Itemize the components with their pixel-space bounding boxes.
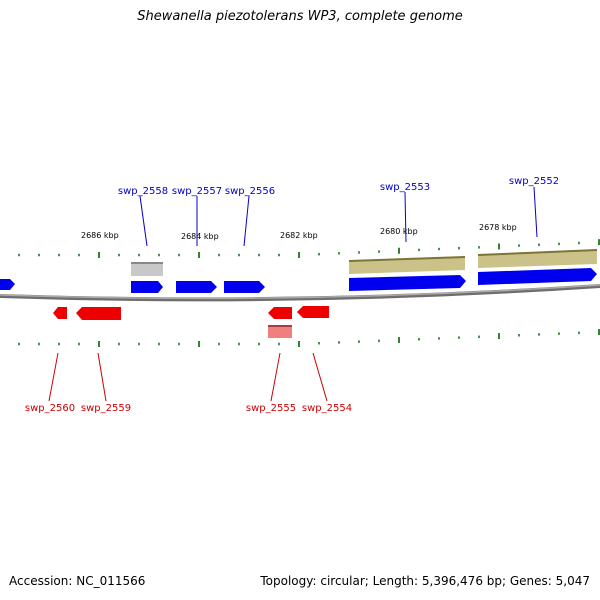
feature-pink[interactable] xyxy=(268,325,292,338)
gene-label-swp_2554[interactable]: swp_2554 xyxy=(302,403,352,414)
scale-label-2682: 2682 kbp xyxy=(280,231,318,240)
gene-arrow-swp_2552[interactable] xyxy=(478,268,597,285)
gene-label-swp_2553[interactable]: swp_2553 xyxy=(380,182,430,193)
gene-arrow-swp_2554[interactable] xyxy=(297,306,329,318)
gene-arrow-swp_2553[interactable] xyxy=(349,275,466,291)
scale-label-2684: 2684 kbp xyxy=(181,232,219,241)
gene-arrow-swp_2560[interactable] xyxy=(53,307,67,319)
gene-label-swp_2552[interactable]: swp_2552 xyxy=(509,176,559,187)
tick-track-forward xyxy=(18,239,600,258)
genome-backbone xyxy=(0,284,600,302)
gene-arrow-swp_2558[interactable] xyxy=(131,281,163,293)
gene-arrow-swp_2555[interactable] xyxy=(268,307,292,319)
gene-arrow-swp_2556[interactable] xyxy=(224,281,265,293)
feature-olive-1[interactable] xyxy=(349,257,465,274)
scale-label-2686: 2686 kbp xyxy=(81,231,119,240)
gene-label-swp_2558[interactable]: swp_2558 xyxy=(118,186,168,197)
genome-summary: Topology: circular; Length: 5,396,476 bp… xyxy=(260,574,590,588)
gene-arrow-swp_2557[interactable] xyxy=(176,281,217,293)
genome-backbone-highlight xyxy=(0,284,600,300)
scale-label-2678: 2678 kbp xyxy=(479,223,517,232)
leader-lines-reverse xyxy=(48,352,328,402)
feature-olive-1-edge xyxy=(348,256,466,262)
gene-label-swp_2556[interactable]: swp_2556 xyxy=(225,186,275,197)
feature-grey[interactable] xyxy=(131,262,163,276)
accession-label: Accession: NC_011566 xyxy=(9,574,146,588)
gene-arrow-swp_2559[interactable] xyxy=(76,307,121,320)
scale-label-2680: 2680 kbp xyxy=(380,227,418,236)
gene-label-swp_2559[interactable]: swp_2559 xyxy=(81,403,131,414)
gene-label-swp_2555[interactable]: swp_2555 xyxy=(246,403,296,414)
gene-label-swp_2560[interactable]: swp_2560 xyxy=(25,403,75,414)
tick-track-reverse xyxy=(18,329,600,347)
feature-olive-2-edge xyxy=(477,249,598,256)
gene-arrow-forward-offscreen[interactable] xyxy=(0,279,15,290)
genome-title: Shewanella piezotolerans WP3, complete g… xyxy=(137,9,463,24)
leader-lines-forward xyxy=(139,186,538,247)
gene-label-swp_2557[interactable]: swp_2557 xyxy=(172,186,222,197)
